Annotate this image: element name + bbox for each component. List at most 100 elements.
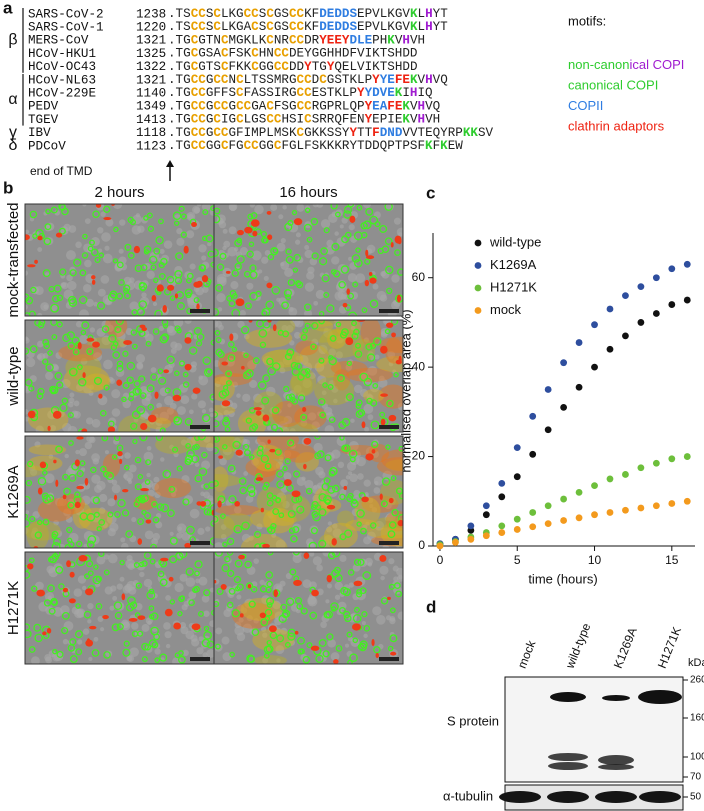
motif-label: COPII (568, 98, 603, 113)
red-cell (380, 494, 383, 500)
red-cell (267, 234, 272, 240)
residues: CC (213, 100, 229, 114)
residues: CC (191, 100, 207, 114)
cell (68, 426, 78, 436)
cell (120, 537, 125, 542)
start-position: 1413 (136, 113, 166, 127)
x-axis-label: time (hours) (528, 571, 597, 586)
red-cell (63, 588, 68, 593)
x-tick-label: 15 (665, 553, 679, 567)
red-cell (311, 590, 319, 597)
cell (147, 446, 152, 451)
band (598, 764, 634, 770)
red-cell (117, 451, 122, 456)
cell (136, 213, 140, 217)
cell (189, 409, 194, 414)
residues: YDVE (365, 87, 396, 101)
cell (77, 639, 82, 644)
cell (74, 401, 80, 407)
species-name: MERS-CoV (28, 34, 89, 48)
red-cell (146, 519, 152, 523)
cell (282, 205, 286, 209)
cell (197, 528, 204, 535)
red-cell (241, 366, 245, 370)
residues: EPVLKGV (357, 21, 410, 35)
cell (120, 577, 125, 582)
residues: GTS (198, 60, 221, 74)
residues: VVTEQYRP (402, 126, 462, 140)
cell (190, 635, 197, 642)
cell (180, 574, 188, 582)
cell (180, 395, 189, 404)
cell (202, 409, 206, 413)
residues: CC (191, 73, 207, 87)
red-cell (28, 411, 36, 419)
cell (182, 604, 188, 610)
cell (190, 509, 200, 519)
residues: CC (191, 126, 207, 140)
cell (98, 289, 106, 297)
residues: FE (395, 73, 411, 87)
data-point (653, 502, 660, 509)
haze (154, 478, 191, 498)
cell (86, 417, 93, 424)
species-name: IBV (28, 126, 51, 140)
cell (88, 657, 92, 661)
cell (201, 255, 206, 260)
sequence: .TGCCGCIGCLGSCCHSICSRRQFENYEPIEKVHVH (168, 113, 440, 127)
data-point (637, 283, 644, 290)
cell (236, 393, 241, 398)
red-cell (343, 303, 348, 308)
cell (229, 226, 237, 234)
red-cell (173, 395, 182, 402)
cell (163, 622, 171, 630)
red-cell (254, 407, 262, 410)
cell (136, 363, 143, 370)
cell (278, 214, 283, 219)
data-point (591, 482, 598, 489)
red-cell (167, 285, 174, 291)
cell (365, 558, 373, 566)
group-symbol: α (8, 91, 17, 108)
cell (119, 249, 124, 254)
start-position: 1220 (136, 21, 166, 35)
red-cell (293, 580, 302, 586)
red-cell (256, 410, 262, 415)
red-cell (119, 459, 122, 464)
cell (124, 452, 131, 459)
cell (373, 284, 379, 290)
cell (108, 554, 118, 564)
haze (272, 401, 303, 427)
cell (85, 218, 91, 224)
haze (353, 339, 376, 362)
cell (64, 290, 74, 300)
cell (79, 448, 87, 456)
residues: CC (191, 113, 207, 127)
residues: GS (274, 7, 289, 21)
cell (76, 321, 82, 327)
residues: SV (478, 126, 494, 140)
cell (280, 581, 286, 587)
residues: GKKSSY (304, 126, 350, 140)
start-position: 1140 (136, 87, 166, 101)
data-point (622, 507, 629, 514)
cell (111, 389, 120, 398)
residues: LGS (244, 113, 267, 127)
cell (296, 232, 301, 237)
residues: CC (213, 126, 229, 140)
cell (340, 224, 344, 228)
sequence: .TGCGTSCFKKCGGCCDDYTGYQELVIKTSHDD (168, 60, 418, 74)
red-cell (369, 278, 376, 284)
red-cell (56, 233, 62, 238)
cell (128, 587, 136, 595)
red-cell (238, 555, 245, 559)
micrograph (21, 314, 216, 444)
cell (105, 586, 113, 594)
red-cell (273, 324, 277, 331)
red-cell (263, 414, 270, 421)
red-cell (140, 423, 147, 430)
residues: .TG (168, 113, 191, 127)
residues: QELVIKTSHDD (334, 60, 417, 74)
red-cell (40, 462, 46, 469)
cell (177, 406, 186, 415)
